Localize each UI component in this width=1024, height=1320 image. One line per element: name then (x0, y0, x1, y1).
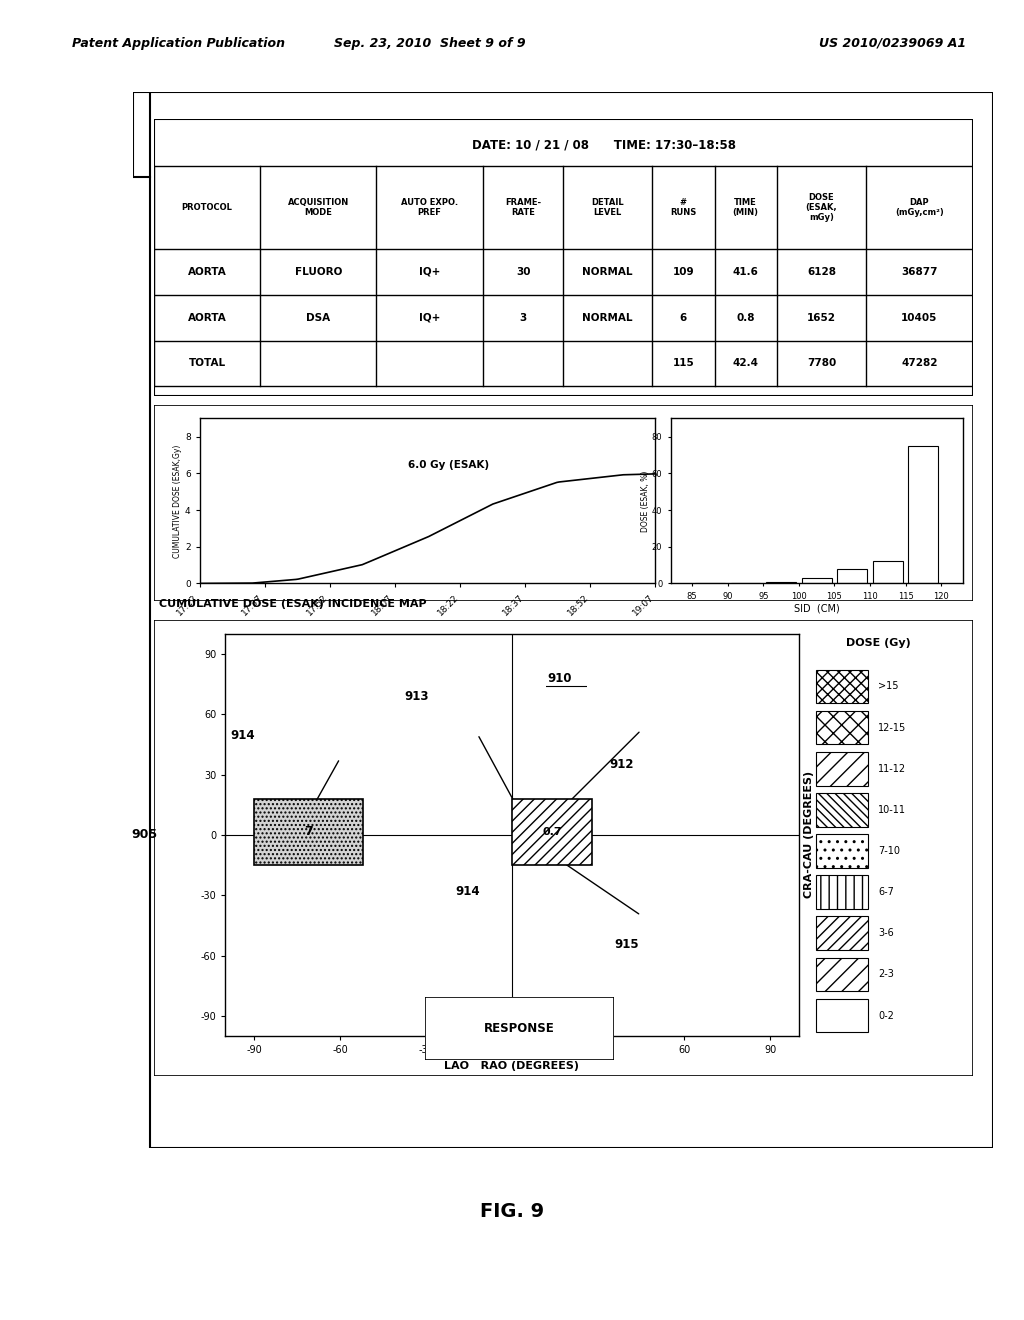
Bar (802, 578, 831, 583)
Text: NORMAL: NORMAL (583, 313, 633, 322)
Text: 12-15: 12-15 (879, 722, 906, 733)
Text: FRAME-
RATE: FRAME- RATE (505, 198, 542, 218)
Bar (512, 799, 592, 865)
Text: 41.6: 41.6 (733, 267, 759, 277)
Text: 7780: 7780 (807, 359, 836, 368)
Bar (254, 799, 362, 865)
Text: 3: 3 (519, 313, 526, 322)
Text: 42.4: 42.4 (733, 359, 759, 368)
Bar (816, 752, 868, 785)
Bar (766, 582, 796, 583)
Text: 2-3: 2-3 (879, 969, 894, 979)
Bar (816, 916, 868, 950)
Text: 6.0 Gy (ESAK): 6.0 Gy (ESAK) (408, 459, 489, 470)
Text: 10405: 10405 (901, 313, 938, 322)
Text: DETAIL
LEVEL: DETAIL LEVEL (592, 198, 624, 218)
Bar (816, 793, 868, 826)
X-axis label: SID  (CM): SID (CM) (794, 603, 840, 614)
Text: Sep. 23, 2010  Sheet 9 of 9: Sep. 23, 2010 Sheet 9 of 9 (334, 37, 526, 50)
Text: 0.8: 0.8 (736, 313, 755, 322)
Text: 109: 109 (673, 267, 694, 277)
Text: #
RUNS: # RUNS (671, 198, 696, 218)
Text: 11-12: 11-12 (879, 764, 906, 774)
X-axis label: LAO   RAO (DEGREES): LAO RAO (DEGREES) (444, 1061, 580, 1071)
Text: IQ+: IQ+ (419, 267, 440, 277)
Bar (816, 710, 868, 744)
Text: 915: 915 (614, 937, 639, 950)
Text: AUTO EXPO.
PREF: AUTO EXPO. PREF (401, 198, 458, 218)
Text: 7: 7 (304, 825, 312, 838)
Text: 3-6: 3-6 (879, 928, 894, 939)
Text: 6: 6 (680, 313, 687, 322)
Text: NORMAL: NORMAL (583, 267, 633, 277)
Text: DSA: DSA (306, 313, 331, 322)
Text: 115: 115 (673, 359, 694, 368)
Bar (816, 669, 868, 704)
Text: >15: >15 (879, 681, 899, 692)
Text: ACQUISITION
MODE: ACQUISITION MODE (288, 198, 349, 218)
Bar (838, 569, 867, 583)
Text: DOSE
(ESAK,
mGy): DOSE (ESAK, mGy) (806, 193, 838, 222)
Bar (816, 834, 868, 867)
Text: 36877: 36877 (901, 267, 938, 277)
Text: AORTA: AORTA (187, 267, 226, 277)
Text: DAP
(mGy,cm²): DAP (mGy,cm²) (895, 198, 944, 218)
Text: Patent Application Publication: Patent Application Publication (72, 37, 285, 50)
Text: US 2010/0239069 A1: US 2010/0239069 A1 (819, 37, 967, 50)
Text: IQ+: IQ+ (419, 313, 440, 322)
Text: 1652: 1652 (807, 313, 836, 322)
Text: 905: 905 (131, 828, 158, 841)
Text: 10-11: 10-11 (879, 805, 906, 814)
Text: FIG. 9: FIG. 9 (480, 1203, 544, 1221)
Bar (908, 446, 938, 583)
Text: 910: 910 (548, 672, 572, 685)
Text: TIME
(MIN): TIME (MIN) (733, 198, 759, 218)
Bar (872, 561, 903, 583)
Text: 912: 912 (609, 758, 634, 771)
Bar (816, 875, 868, 909)
Text: 6128: 6128 (807, 267, 836, 277)
Text: 0-2: 0-2 (879, 1011, 894, 1020)
Text: 914: 914 (230, 729, 255, 742)
Text: AORTA: AORTA (187, 313, 226, 322)
Text: 30: 30 (516, 267, 530, 277)
Text: 7-10: 7-10 (879, 846, 900, 855)
Y-axis label: DOSE (ESAK, %): DOSE (ESAK, %) (641, 470, 650, 532)
Text: DATE: 10 / 21 / 08      TIME: 17:30–18:58: DATE: 10 / 21 / 08 TIME: 17:30–18:58 (472, 139, 736, 152)
Text: TOTAL: TOTAL (188, 359, 225, 368)
Text: 914: 914 (456, 884, 480, 898)
Text: 0.7: 0.7 (543, 826, 562, 837)
Text: PROTOCOL: PROTOCOL (181, 203, 232, 213)
Bar (816, 999, 868, 1032)
Text: RESPONSE: RESPONSE (484, 1022, 555, 1035)
Y-axis label: CRA-CAU (DEGREES): CRA-CAU (DEGREES) (804, 771, 814, 899)
Text: CUMULATIVE DOSE (ESAK) INCIDENCE MAP: CUMULATIVE DOSE (ESAK) INCIDENCE MAP (159, 599, 426, 610)
Text: 6-7: 6-7 (879, 887, 894, 898)
Text: 913: 913 (404, 689, 429, 702)
Text: 47282: 47282 (901, 359, 938, 368)
Text: FLUORO: FLUORO (295, 267, 342, 277)
Text: DOSE (Gy): DOSE (Gy) (846, 638, 910, 648)
Y-axis label: CUMULATIVE DOSE (ESAK,Gy): CUMULATIVE DOSE (ESAK,Gy) (173, 445, 182, 557)
Bar (816, 957, 868, 991)
